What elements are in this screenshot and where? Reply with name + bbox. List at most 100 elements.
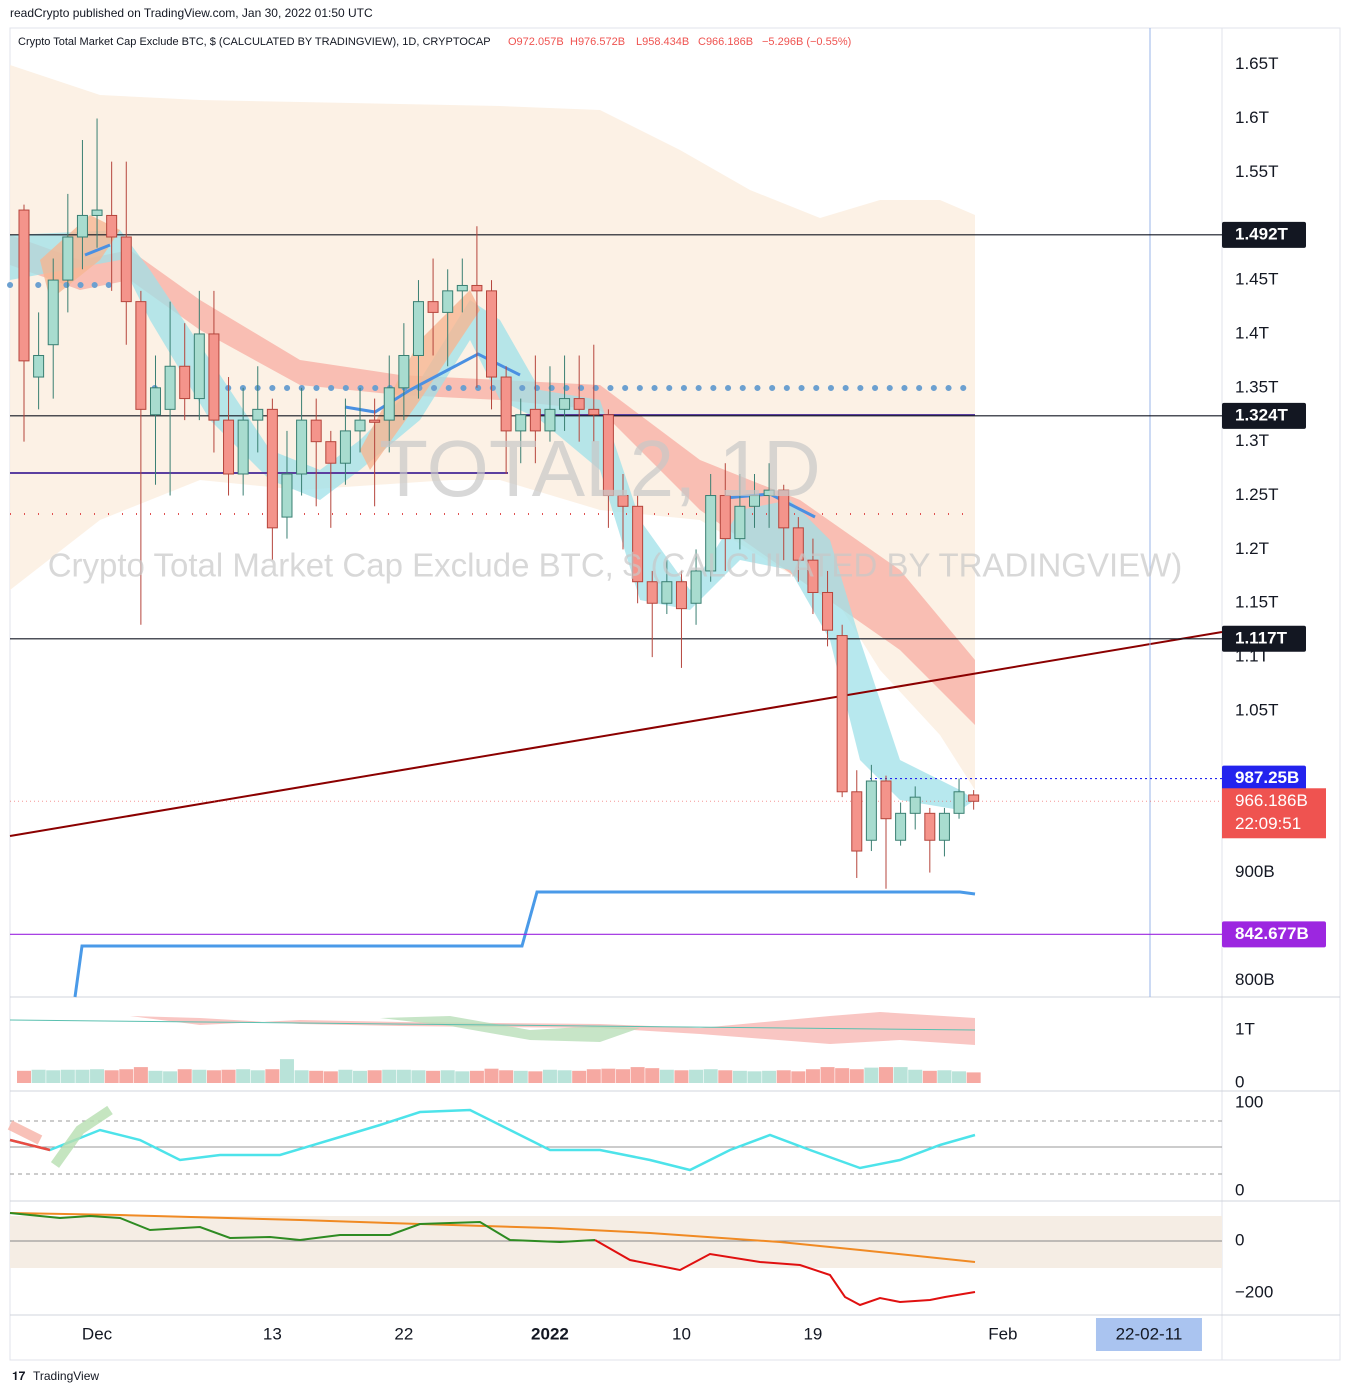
volume-bar	[236, 1069, 251, 1083]
price-label: 1.324T	[1235, 405, 1289, 424]
x-tick-label: Dec	[82, 1324, 113, 1343]
pane-tick-label: 0	[1235, 1180, 1244, 1199]
volume-bar	[206, 1070, 221, 1083]
candle-body	[617, 495, 629, 507]
candle-body	[705, 495, 717, 572]
volume-cloud	[380, 1016, 640, 1042]
candle-body	[471, 284, 483, 292]
volume-bar	[645, 1068, 660, 1083]
candle-body	[252, 408, 264, 421]
candle-body	[47, 279, 59, 346]
volume-bar	[294, 1070, 309, 1083]
volume-bar	[499, 1070, 514, 1083]
y-tick-label: 1.55T	[1235, 162, 1278, 181]
volume-bar	[469, 1070, 484, 1083]
volume-bar	[148, 1070, 163, 1083]
volume-bar	[732, 1070, 747, 1083]
candle-body	[778, 489, 790, 529]
volume-bar	[338, 1069, 353, 1083]
candle-body	[500, 376, 512, 432]
marks: 1.65T 1.6T 1.55T 1.45T 1.4T 1.35T 1.3T 1.25T 1.2…	[10, 54, 1326, 1351]
watermark-subtitle: Crypto Total Market Cap Exclude BTC, $ (…	[48, 547, 1183, 584]
volume-bar	[878, 1067, 893, 1083]
candle-body	[515, 414, 527, 432]
logo: 𝟏𝟕	[12, 1369, 26, 1383]
vwap	[84, 243, 111, 257]
fast-ribbon-rising	[40, 215, 120, 300]
volume-bar	[586, 1069, 601, 1083]
support-step	[73, 890, 976, 998]
candle-body	[602, 414, 614, 497]
momentum-slow	[9, 1212, 976, 1263]
candle-body	[223, 419, 235, 475]
x-tick-label: Feb	[988, 1324, 1017, 1343]
price-label-box	[1222, 765, 1306, 792]
volume-bar	[557, 1070, 572, 1083]
x-tick-label: 2022	[531, 1324, 569, 1343]
candle-body	[398, 354, 410, 389]
volume-bar	[17, 1070, 31, 1083]
volume-bar	[922, 1070, 937, 1083]
candle-body	[456, 284, 468, 292]
candle-body	[807, 559, 819, 593]
y-tick-label: 1.2T	[1235, 539, 1269, 558]
header-bg	[12, 32, 872, 52]
candle-body	[120, 236, 132, 303]
candle-body	[719, 495, 731, 540]
candle-body	[76, 214, 88, 238]
price-label-box	[1222, 221, 1306, 248]
header-values: O972.057B H976.572B L958.434B C966.186B −5.2…	[508, 36, 851, 48]
pane-tick-label: 1T	[1235, 1019, 1255, 1038]
volume-bar	[572, 1070, 587, 1083]
candle-body	[632, 505, 644, 583]
x-tick-label: 13	[263, 1324, 282, 1343]
volume-bar	[849, 1069, 864, 1083]
header-value: C966.186B	[698, 36, 753, 48]
candle-body	[310, 419, 322, 443]
candle-body	[354, 419, 366, 432]
volume-bar	[966, 1072, 981, 1083]
candle-body	[164, 365, 176, 410]
y-tick-label: 1.3T	[1235, 431, 1269, 450]
frame	[9, 27, 1341, 1361]
header-value: −5.296B (−0.55%)	[762, 36, 851, 48]
volume-bar	[31, 1069, 46, 1083]
candle-body	[880, 780, 892, 820]
volume-bar	[367, 1070, 382, 1083]
volume-bar	[382, 1069, 397, 1083]
volume-bar	[937, 1070, 952, 1083]
candle-body	[588, 408, 600, 416]
price-label: 987.25B	[1235, 768, 1299, 787]
candle-body	[763, 489, 775, 497]
volume-bar	[353, 1070, 368, 1083]
candle-body	[822, 591, 834, 631]
volume-bar	[309, 1070, 324, 1083]
momentum-fast	[9, 1212, 596, 1244]
price-label: 1.117T	[1235, 628, 1288, 647]
volume-bar	[513, 1070, 528, 1083]
candle-body	[266, 408, 278, 529]
ema-ribbon	[10, 235, 975, 725]
candle-body	[938, 812, 950, 841]
cursor-date: 22-02-11	[1116, 1324, 1183, 1343]
volume-bar	[411, 1070, 426, 1083]
candle-body	[968, 794, 980, 802]
volume-bar	[323, 1071, 338, 1083]
candle-body	[953, 791, 965, 814]
candle-body	[573, 398, 585, 410]
candle-body	[646, 581, 658, 604]
y-tick-label: 800B	[1235, 970, 1275, 989]
header-value: H976.572B	[570, 36, 625, 48]
volume-bar	[265, 1069, 280, 1083]
footer: TradingView	[33, 1369, 99, 1383]
volume-bar	[75, 1069, 90, 1083]
candle-body	[442, 290, 454, 313]
volume-bar	[46, 1070, 61, 1083]
volume-bar	[776, 1070, 791, 1083]
candle-body	[91, 209, 103, 216]
candle-body	[924, 812, 936, 841]
y-tick-label: 1.6T	[1235, 108, 1269, 127]
candle-body	[62, 236, 74, 281]
